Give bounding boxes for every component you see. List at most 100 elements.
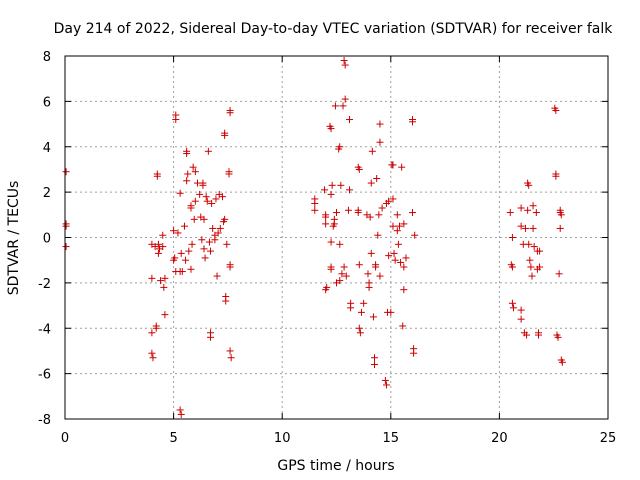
data-point [395,222,403,230]
x-tick-label: 10 [274,431,291,446]
data-point [172,111,180,119]
data-point [207,333,215,341]
data-point [196,190,204,198]
data-point [218,193,226,201]
data-point [528,272,536,280]
data-point [184,170,192,178]
data-point [371,354,379,362]
data-point [340,57,348,65]
data-point [222,297,230,305]
y-tick-label: 4 [43,141,51,156]
data-point [177,249,185,257]
data-point [375,211,383,219]
data-point [536,263,544,271]
data-point [506,209,514,217]
data-point [371,361,379,369]
data-point [368,147,376,155]
data-point [148,349,156,357]
data-point [367,179,375,187]
data-point [340,263,348,271]
data-point [322,220,330,228]
data-point [411,231,419,239]
data-point [330,215,338,223]
data-point [552,106,560,114]
data-point [159,243,167,251]
data-point [400,263,408,271]
data-point [338,270,346,278]
data-point [341,95,349,103]
data-point [529,202,537,210]
data-point [331,102,339,110]
y-tick-label: -6 [38,368,51,383]
data-point [182,256,190,264]
data-point [517,222,525,230]
y-tick-label: -4 [38,322,51,337]
data-point [225,170,233,178]
data-point [160,283,168,291]
data-points [62,57,566,418]
data-point [354,209,362,217]
data-point [524,206,532,214]
data-point [517,306,525,314]
data-point [527,263,535,271]
x-tick-label: 15 [383,431,400,446]
data-point [521,224,529,232]
data-point [221,215,229,223]
data-point [154,240,162,248]
data-point [174,229,182,237]
data-point [176,406,184,414]
data-point [207,247,215,255]
data-point [525,240,533,248]
data-point [311,206,319,214]
data-point [508,263,516,271]
y-tick-label: 6 [43,95,51,110]
data-point [322,213,330,221]
data-point [62,243,70,251]
data-point [187,204,195,212]
data-point [394,240,402,248]
data-point [205,238,213,246]
data-point [517,315,525,323]
data-point [204,147,212,155]
data-point [185,247,193,255]
data-point [530,243,538,251]
data-point [191,197,199,205]
data-point [161,274,169,282]
data-point [223,240,231,248]
data-point [333,209,340,217]
data-point [152,322,160,330]
data-point [398,163,406,171]
data-point [189,163,197,171]
data-point [508,234,516,241]
data-point [327,238,335,246]
data-point [389,222,397,230]
data-point [216,224,224,232]
y-tick-label: 2 [43,186,51,201]
data-point [226,109,234,117]
data-point [323,283,331,291]
data-point [360,299,368,307]
data-point [390,249,398,257]
data-point [201,254,209,262]
y-tick-label: -2 [38,277,51,292]
data-point [346,116,354,124]
data-point [389,195,397,203]
data-point [523,331,531,339]
data-point [212,195,220,203]
data-point [389,161,397,169]
data-point [190,215,198,223]
data-point [213,272,221,280]
y-tick-label: 0 [43,232,51,247]
data-point [400,286,408,294]
data-point [183,177,191,185]
data-point [526,256,534,264]
data-point [369,313,377,321]
data-point [177,410,185,418]
data-point [557,211,565,219]
data-point [409,209,417,217]
data-point [214,229,222,237]
data-point [508,299,516,307]
data-point [344,206,352,214]
data-point [327,125,335,133]
x-tick-label: 0 [61,431,69,446]
